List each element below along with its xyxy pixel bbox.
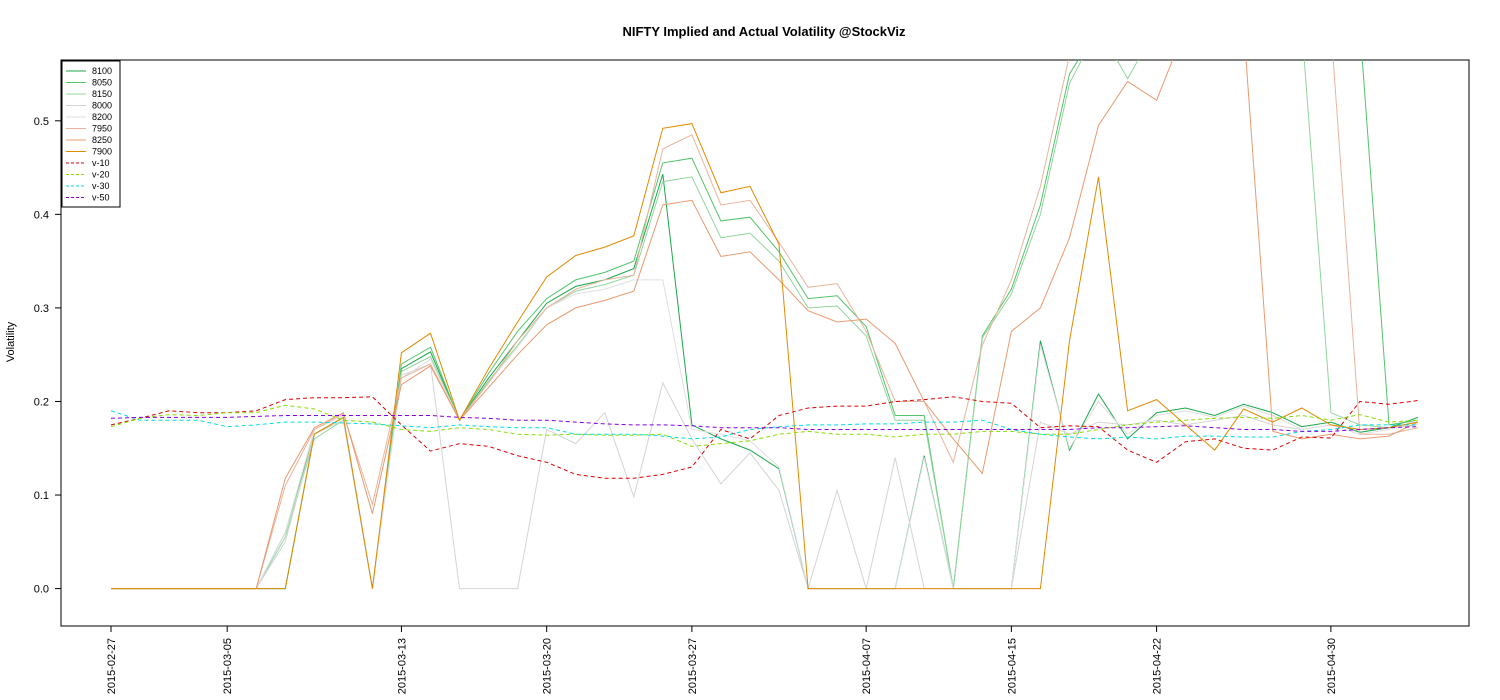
x-tick-label: 2015-03-27 (687, 638, 699, 694)
legend-box (61, 60, 121, 208)
series-line-v-50 (110, 415, 1419, 432)
series-line-8150 (111, 60, 1419, 590)
series-line-7950 (111, 60, 1419, 590)
legend-label-v-10: v-10 (92, 158, 110, 168)
y-axis-label: Volatility (5, 321, 17, 362)
series-line-8200 (111, 279, 1419, 590)
y-tick-label: 0.3 (34, 303, 49, 315)
legend-label-8050: 8050 (92, 78, 112, 88)
series-line-v-20 (110, 404, 1419, 447)
y-tick-label: 0.4 (34, 209, 49, 221)
y-tick-label: 0.0 (34, 584, 49, 596)
x-tick-label: 2015-04-30 (1326, 638, 1338, 694)
x-tick-label: 2015-03-20 (542, 638, 554, 694)
series-line-8050 (111, 60, 1419, 590)
series-line-v-10 (110, 396, 1419, 479)
series-line-8000 (111, 363, 1419, 591)
series-layer (110, 60, 1419, 591)
x-tick-label: 2015-04-15 (1006, 638, 1018, 694)
y-axis: 0.0 0.1 0.2 0.3 0.4 0.5 (34, 116, 61, 596)
chart-title: NIFTY Implied and Actual Volatility @Sto… (622, 24, 906, 39)
x-tick-label: 2015-04-07 (861, 638, 873, 694)
legend-label-v-50: v-50 (92, 193, 110, 203)
y-tick-label: 0.1 (34, 490, 49, 502)
x-tick-label: 2015-02-27 (106, 638, 118, 694)
series-line-7900 (111, 123, 1419, 590)
x-tick-label: 2015-03-05 (222, 638, 234, 694)
x-axis: 2015-02-27 2015-03-05 2015-03-13 2015-03-20… (106, 626, 1338, 694)
legend-label-8250: 8250 (92, 135, 112, 145)
legend-label-8100: 8100 (92, 66, 112, 76)
legend-label-v-30: v-30 (92, 181, 110, 191)
y-tick-label: 0.5 (34, 116, 49, 128)
legend-label-7900: 7900 (92, 147, 112, 157)
x-tick-label: 2015-04-22 (1152, 638, 1164, 694)
legend-label-v-20: v-20 (92, 170, 110, 180)
legend-label-7950: 7950 (92, 124, 112, 134)
series-line-8250 (111, 60, 1419, 590)
plot-frame (60, 59, 1470, 627)
legend-label-8150: 8150 (92, 89, 112, 99)
series-line-8100 (111, 173, 1419, 590)
x-tick-label: 2015-03-13 (396, 638, 408, 694)
y-tick-label: 0.2 (34, 396, 49, 408)
legend-label-8200: 8200 (92, 112, 112, 122)
legend-label-8000: 8000 (92, 101, 112, 111)
